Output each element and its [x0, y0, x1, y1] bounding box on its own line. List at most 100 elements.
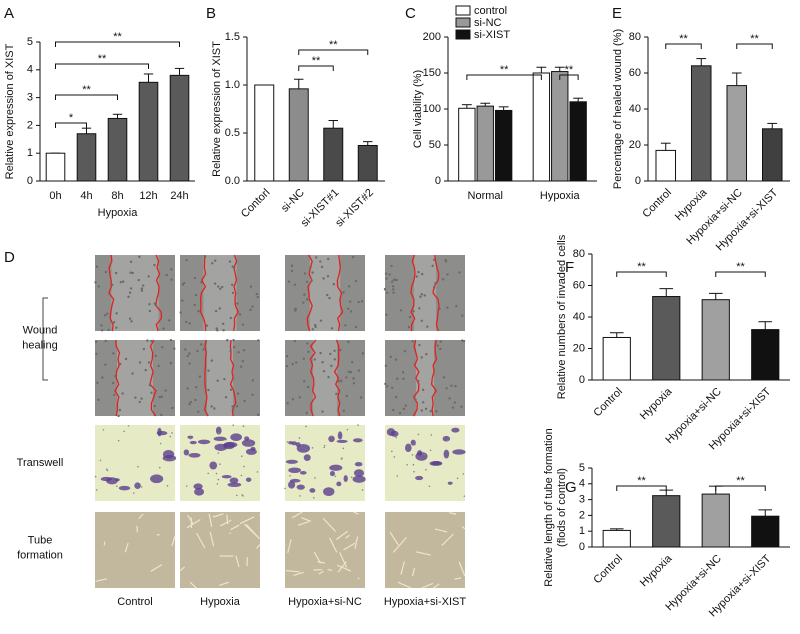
cell	[189, 400, 192, 404]
cell	[353, 469, 365, 477]
cell	[347, 307, 350, 310]
cell	[96, 381, 99, 385]
tube	[357, 577, 360, 580]
cell	[221, 285, 224, 289]
cell	[188, 403, 191, 406]
cell	[207, 369, 210, 372]
pore	[102, 429, 105, 431]
cell	[127, 295, 130, 299]
tube	[441, 533, 454, 546]
cell	[285, 459, 298, 464]
cell	[153, 404, 156, 408]
tube	[397, 581, 412, 589]
cell	[328, 435, 335, 443]
pore	[127, 425, 130, 427]
cell	[391, 285, 395, 288]
cell	[184, 320, 188, 324]
bar	[458, 107, 476, 182]
pore	[463, 495, 466, 497]
significance-bracket	[616, 271, 667, 277]
cell	[357, 300, 360, 304]
pore	[166, 485, 169, 487]
cell	[454, 384, 457, 388]
cell	[303, 454, 311, 462]
cell	[337, 431, 343, 440]
tube	[208, 513, 213, 527]
significance-label: *	[69, 112, 74, 124]
wound-edge	[203, 339, 209, 417]
cell	[306, 385, 310, 389]
cell	[232, 266, 236, 270]
cell	[229, 477, 239, 484]
cell	[333, 358, 336, 361]
y-tick-label: 1	[27, 147, 33, 159]
cell	[188, 352, 191, 355]
tube	[212, 513, 224, 518]
tube	[95, 578, 108, 582]
wound-gap	[416, 340, 434, 416]
pore	[158, 466, 161, 469]
pore	[446, 439, 449, 442]
cell	[119, 280, 123, 284]
cell	[111, 283, 114, 287]
cell	[138, 255, 141, 259]
cell	[113, 393, 116, 397]
cell	[115, 326, 118, 329]
cell	[401, 371, 405, 374]
cell	[398, 412, 402, 415]
tube	[329, 537, 338, 553]
cell	[104, 363, 107, 366]
tube	[322, 517, 337, 533]
cell	[169, 338, 173, 342]
cell	[161, 345, 164, 349]
cell	[384, 382, 387, 386]
y-tick-label: 3	[27, 92, 33, 104]
cell	[213, 407, 216, 410]
y-tick-label: 0	[635, 175, 641, 187]
cell	[342, 291, 345, 294]
cell	[232, 346, 236, 349]
pore	[421, 451, 424, 454]
cell	[445, 387, 448, 390]
cell	[101, 376, 104, 379]
cell	[451, 406, 455, 409]
cell	[199, 343, 203, 346]
tube	[171, 535, 176, 547]
column-label: Hypoxia+si-XIST	[384, 596, 467, 608]
cell	[415, 275, 419, 278]
cell	[251, 379, 254, 382]
cell	[327, 375, 330, 379]
pore	[417, 433, 420, 436]
cell	[291, 441, 297, 446]
cell	[129, 260, 133, 264]
pore	[137, 465, 139, 468]
tube	[209, 531, 215, 547]
cell	[106, 312, 109, 315]
significance-bracket	[466, 74, 542, 80]
bar	[602, 529, 631, 548]
wound-gap	[414, 255, 436, 331]
cell	[347, 340, 350, 344]
wound-gap	[207, 340, 233, 416]
cell	[417, 379, 420, 383]
cell	[315, 256, 318, 259]
y-tick-label: 5	[27, 36, 33, 48]
significance-label: **	[500, 64, 509, 76]
cell	[210, 359, 214, 362]
wound-edge	[432, 254, 440, 332]
cell	[352, 475, 366, 483]
bar	[701, 493, 730, 548]
cell	[337, 380, 341, 383]
cell	[295, 361, 298, 364]
pore	[215, 472, 218, 475]
tube	[354, 536, 359, 549]
tube	[291, 511, 303, 519]
tube	[400, 561, 405, 575]
cell	[336, 439, 348, 443]
cell	[188, 362, 191, 365]
panel-label: G	[565, 479, 577, 496]
cell	[197, 310, 200, 313]
pore	[346, 428, 349, 431]
row-label: Tube	[28, 534, 53, 546]
cell	[230, 433, 243, 441]
